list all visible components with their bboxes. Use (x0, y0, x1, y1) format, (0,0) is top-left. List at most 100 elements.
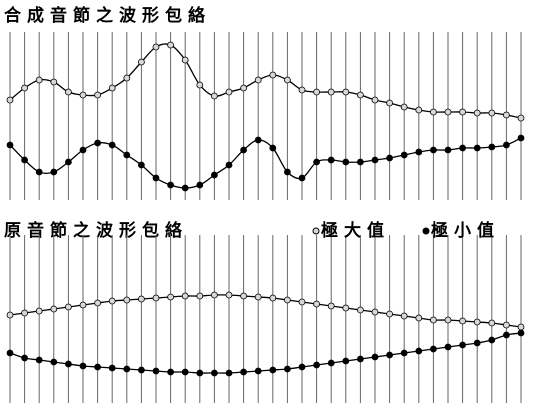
data-point (254, 136, 262, 144)
data-point (21, 84, 29, 92)
data-point (152, 367, 160, 375)
data-point (371, 308, 379, 316)
data-point (298, 363, 306, 371)
data-point (108, 84, 116, 92)
data-point (517, 323, 525, 331)
data-point (35, 307, 43, 315)
data-point (210, 369, 218, 377)
data-point (371, 156, 379, 164)
data-point (283, 365, 291, 373)
data-point (94, 363, 101, 371)
envelope-line (9, 294, 522, 328)
data-point (225, 88, 233, 96)
data-point (225, 369, 233, 377)
data-point (342, 88, 350, 96)
data-point (152, 43, 160, 51)
data-point (488, 319, 496, 327)
data-point (459, 108, 467, 116)
envelope-line (9, 137, 522, 189)
data-point (415, 148, 423, 156)
data-point (283, 76, 291, 84)
data-point (488, 336, 496, 344)
data-point (298, 174, 306, 182)
envelope-line (9, 332, 522, 374)
data-point (210, 291, 218, 299)
data-point (50, 358, 58, 366)
data-point (356, 306, 364, 314)
data-point (459, 317, 467, 325)
data-point (269, 71, 277, 79)
data-point (65, 303, 72, 311)
data-point (473, 109, 481, 117)
data-point (473, 144, 481, 152)
data-point (196, 181, 204, 189)
data-point (21, 309, 29, 317)
data-point (240, 84, 248, 92)
data-point (429, 345, 437, 353)
data-point (459, 341, 467, 349)
data-point (473, 339, 481, 347)
data-point (108, 141, 116, 149)
data-point (196, 81, 204, 89)
data-point (6, 349, 14, 357)
data-point (21, 156, 29, 164)
data-point (50, 168, 58, 176)
data-point (429, 146, 437, 154)
data-point (196, 292, 204, 300)
data-point (327, 156, 335, 164)
data-point (386, 310, 394, 318)
data-point (517, 329, 525, 337)
data-point (415, 347, 423, 355)
data-point (298, 298, 306, 306)
data-point (415, 106, 423, 114)
data-point (35, 356, 43, 364)
data-point (386, 351, 394, 359)
data-point (444, 108, 452, 116)
data-point (473, 318, 481, 326)
data-point (65, 158, 72, 166)
data-point (386, 99, 394, 107)
data-point (94, 91, 101, 99)
data-point (94, 299, 101, 307)
data-point (356, 158, 364, 166)
data-point (6, 311, 14, 319)
data-point (240, 292, 248, 300)
data-point (444, 343, 452, 351)
data-point (327, 302, 335, 310)
data-point (79, 362, 87, 370)
data-point (400, 312, 408, 320)
data-point (283, 168, 291, 176)
data-point (167, 41, 175, 49)
chart-title: 原音節之波形包絡 (4, 220, 188, 241)
data-point (342, 357, 350, 365)
data-point (386, 154, 394, 162)
data-point (269, 294, 277, 302)
data-point (356, 355, 364, 363)
data-point (50, 305, 58, 313)
data-point (488, 109, 496, 117)
data-point (502, 321, 510, 329)
data-point (400, 103, 408, 111)
data-point (502, 111, 510, 119)
data-point (35, 168, 43, 176)
data-point (6, 141, 14, 149)
data-point (313, 88, 321, 96)
data-point (35, 76, 43, 84)
data-point (313, 361, 321, 369)
data-point (502, 331, 510, 339)
data-point (400, 151, 408, 159)
data-point (444, 146, 452, 154)
data-point (240, 146, 248, 154)
data-point (269, 144, 277, 152)
data-point (459, 144, 467, 152)
data-point (283, 296, 291, 304)
data-point (225, 291, 233, 299)
data-point (108, 297, 116, 305)
data-point (123, 365, 131, 373)
data-point (371, 96, 379, 104)
data-point (79, 301, 87, 309)
data-point (50, 78, 58, 86)
data-point (313, 300, 321, 308)
data-point (137, 366, 145, 374)
